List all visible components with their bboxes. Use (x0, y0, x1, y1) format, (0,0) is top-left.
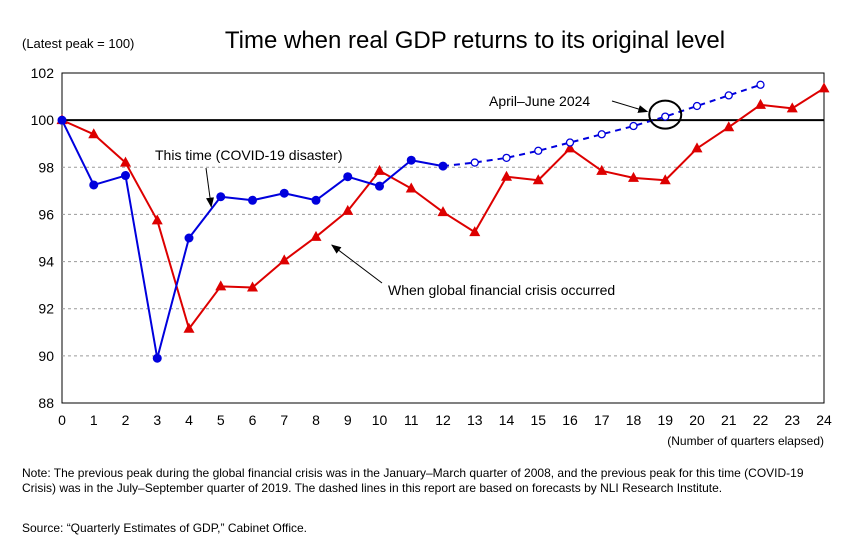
gfc-point-9 (342, 204, 354, 215)
gfc-point-23 (786, 102, 798, 113)
y-tick-label-98: 98 (38, 159, 54, 175)
x-tick-label-17: 17 (594, 412, 610, 428)
covid-forecast-point-17 (597, 130, 606, 139)
gfc-point-10 (374, 164, 385, 175)
covid-forecast-point-13 (470, 158, 479, 167)
x-tick-label-19: 19 (657, 412, 673, 428)
y-unit-label: (Latest peak = 100) (22, 36, 134, 51)
covid-forecast-point-22 (756, 80, 765, 89)
covid-point-1 (89, 180, 99, 190)
gfc-point-1 (88, 128, 100, 139)
chart-note: Note: The previous peak during the globa… (22, 466, 804, 495)
highlight-circle (648, 99, 683, 130)
x-tick-label-1: 1 (90, 412, 98, 428)
gfc-point-16 (564, 142, 576, 153)
gfc-point-7 (278, 254, 290, 265)
x-tick-label-4: 4 (185, 412, 193, 428)
gfc-point-17 (596, 164, 608, 175)
x-tick-label-13: 13 (467, 412, 483, 428)
x-tick-label-20: 20 (689, 412, 705, 428)
covid-point-2 (121, 171, 130, 181)
covid-point-11 (406, 155, 416, 165)
x-tick-label-9: 9 (344, 412, 352, 428)
gfc-point-12 (437, 206, 449, 217)
chart-source: Source: “Quarterly Estimates of GDP,” Ca… (22, 521, 307, 535)
gfc-point-2 (120, 156, 131, 167)
covid-point-8 (311, 195, 321, 205)
x-tick-label-11: 11 (404, 412, 419, 428)
covid-point-7 (279, 188, 289, 198)
gfc-point-4 (183, 322, 195, 333)
covid-point-6 (248, 195, 257, 205)
y-tick-label-96: 96 (38, 206, 54, 222)
x-axis: 0 1 2 3 4 5 6 7 8 9 10 11 12 13 14 15 16 17 18 19 20 21 22 23 24 (58, 412, 832, 428)
covid-point-3 (152, 353, 162, 363)
arrow-covid (205, 167, 214, 208)
plot-area (61, 72, 825, 404)
covid-point-4 (184, 233, 194, 243)
gfc-point-8 (310, 230, 322, 241)
chart-title: Time when real GDP returns to its origin… (225, 27, 725, 54)
covid-forecast-point-20 (692, 101, 702, 111)
series-layer (56, 80, 830, 363)
covid-point-10 (375, 181, 384, 191)
x-tick-label-16: 16 (562, 412, 578, 428)
annotation-gfc: When global financial crisis occurred (388, 282, 615, 298)
x-tick-label-3: 3 (153, 412, 161, 428)
x-tick-label-18: 18 (626, 412, 642, 428)
x-tick-label-24: 24 (816, 412, 832, 428)
x-tick-label-8: 8 (312, 412, 320, 428)
gfc-point-21 (723, 121, 735, 132)
covid-point-5 (216, 192, 226, 202)
x-tick-label-22: 22 (753, 412, 769, 428)
arrow-april-june (611, 100, 649, 113)
x-tick-label-0: 0 (58, 412, 66, 428)
x-tick-label-12: 12 (435, 412, 451, 428)
gfc-point-6 (247, 281, 258, 292)
x-tick-label-2: 2 (122, 412, 130, 428)
gfc-point-24 (818, 82, 830, 93)
covid-point-0 (57, 115, 67, 125)
y-axis: 88 90 92 94 96 98 100 102 (31, 65, 55, 411)
covid-point-9 (343, 172, 353, 182)
y-tick-label-94: 94 (38, 254, 54, 270)
x-tick-label-10: 10 (372, 412, 388, 428)
covid-forecast-point-15 (534, 146, 543, 155)
covid-forecast-point-18 (629, 121, 638, 131)
y-tick-label-88: 88 (38, 395, 54, 411)
arrow-gfc (331, 244, 383, 284)
y-tick-label-100: 100 (31, 112, 55, 128)
gfc-point-22 (755, 98, 766, 109)
gfc-point-18 (628, 171, 639, 182)
y-tick-label-92: 92 (38, 301, 54, 317)
x-tick-label-7: 7 (280, 412, 288, 428)
x-tick-label-21: 21 (721, 412, 737, 428)
annotation-april-june-2024: April–June 2024 (489, 93, 590, 109)
x-tick-label-23: 23 (784, 412, 800, 428)
covid-forecast-point-16 (565, 138, 575, 147)
x-axis-label: (Number of quarters elapsed) (667, 434, 824, 448)
annotation-layer: April–June 2024 This time (COVID-19 disa… (155, 93, 683, 298)
gfc-point-5 (215, 280, 227, 291)
gfc-point-20 (691, 142, 703, 153)
gfc-point-15 (532, 174, 544, 185)
gfc-point-14 (501, 170, 512, 181)
x-tick-label-5: 5 (217, 412, 225, 428)
y-tick-label-90: 90 (38, 348, 54, 364)
x-tick-label-15: 15 (530, 412, 546, 428)
covid-forecast-point-19 (661, 112, 670, 121)
covid-point-12 (438, 161, 448, 171)
y-tick-label-102: 102 (31, 65, 55, 81)
gfc-point-11 (405, 182, 417, 193)
covid-forecast-point-14 (502, 153, 511, 163)
gfc-point-13 (469, 226, 481, 237)
grid-layer (62, 166, 824, 357)
x-tick-label-14: 14 (499, 412, 515, 428)
covid-forecast-point-21 (724, 91, 733, 100)
gfc-point-3 (151, 214, 163, 225)
x-tick-label-6: 6 (249, 412, 257, 428)
gfc-point-19 (659, 174, 671, 185)
annotation-covid: This time (COVID-19 disaster) (155, 147, 342, 163)
